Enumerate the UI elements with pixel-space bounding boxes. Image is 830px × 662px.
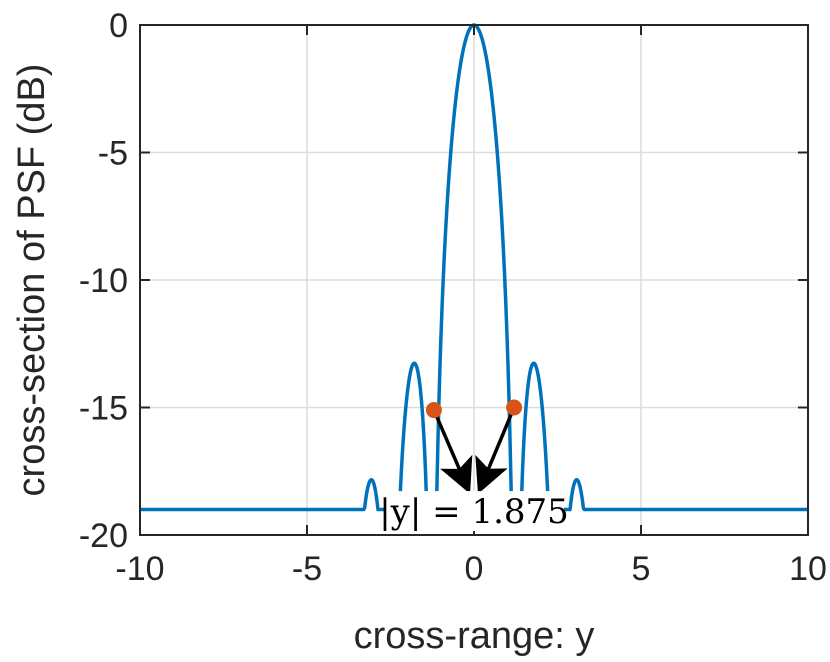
annotation-background	[384, 491, 564, 532]
y-axis-label: cross-section of PSF (dB)	[11, 64, 53, 497]
x-tick-label: -5	[292, 550, 322, 588]
annotation-arrow	[432, 409, 473, 494]
annotation-arrow	[475, 406, 516, 494]
x-tick-label: 10	[789, 550, 827, 588]
y-tick-label: -5	[98, 135, 128, 173]
y-tick-label: -20	[79, 517, 128, 555]
x-tick-label: 0	[465, 550, 484, 588]
axes-layer	[139, 24, 809, 536]
x-axis-label: cross-range: y	[354, 615, 595, 657]
annotation-label: |y| = 1.875	[379, 492, 569, 532]
x-tick-label: -10	[115, 550, 164, 588]
y-tick-label: -15	[79, 390, 128, 428]
labels-layer: -10 -5 0 5 10 0 -5 -10 -15 -20 cross-range: y cross…	[11, 7, 827, 657]
marker-point	[425, 402, 442, 419]
x-tick-label: 5	[632, 550, 651, 588]
marker-point	[506, 399, 523, 416]
annotation-layer: |y| = 1.875	[379, 399, 569, 532]
y-tick-label: -10	[79, 262, 128, 300]
grid-layer	[140, 25, 808, 535]
y-tick-label: 0	[109, 7, 128, 45]
